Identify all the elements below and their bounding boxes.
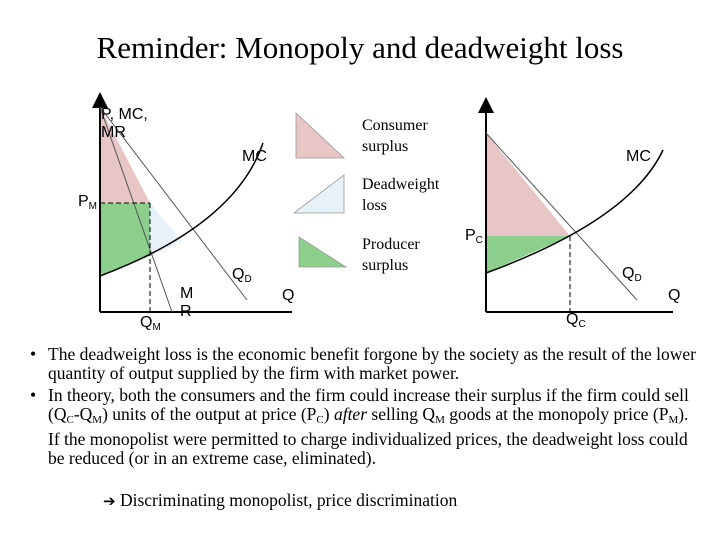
left-qm-label: QM [140, 314, 161, 337]
left-qd-text: Q [232, 266, 245, 283]
left-pm-text: P [78, 193, 89, 210]
right-qd-label: QD [622, 265, 642, 288]
bullet-2-after-emphasis: after [333, 404, 368, 424]
bullet-2-part3: ) units of the output at price (P [102, 404, 317, 424]
legend-producer-surplus-swatch [298, 236, 348, 268]
left-qm-text: Q [140, 314, 153, 331]
legend-consumer-surplus-label: Consumer surplus [362, 117, 428, 155]
left-mr-label: M R [180, 285, 194, 320]
right-qc-subscript: C [578, 319, 586, 330]
left-qd-label: QD [232, 266, 252, 289]
bullet-2-part1: In theory, both the consumers and the fi… [48, 385, 689, 424]
bullet-1-text: The deadweight loss is the economic bene… [48, 344, 696, 383]
right-qc-label: QC [566, 311, 586, 334]
right-qc-text: Q [566, 311, 579, 328]
right-arrow-icon: ➔ [103, 492, 116, 510]
left-consumer-surplus-area [100, 107, 150, 203]
right-consumer-surplus-area [486, 133, 570, 236]
legend-consumer-surplus-swatch [295, 112, 346, 159]
conclusion-text: Discriminating monopolist, price discrim… [115, 490, 458, 510]
right-demand-curve [485, 132, 638, 301]
left-demand-curve [99, 106, 248, 301]
monopoly-diagram [92, 92, 673, 313]
right-pc-text: P [465, 227, 476, 244]
right-pc-label: PC [465, 227, 483, 250]
bullet-2-pm-subscript: M [668, 414, 679, 426]
right-mc-label: MC [626, 148, 651, 165]
bullet-2-part5: selling Q [367, 404, 436, 424]
right-pc-subscript: C [475, 235, 483, 246]
bullet-item: The deadweight loss is the economic bene… [30, 345, 700, 383]
left-y-axis-label: P, MC, MR [101, 106, 148, 141]
left-producer-surplus-area [100, 203, 150, 276]
left-mr-curve [99, 106, 173, 313]
left-pm-subscript: M [88, 201, 98, 212]
bullet-item: In theory, both the consumers and the fi… [30, 386, 700, 468]
bullet-2-part4: ) [323, 404, 334, 424]
left-qm-subscript: M [152, 322, 161, 333]
legend-producer-surplus-label: Producer surplus [362, 236, 420, 274]
bullet-2-pc-subscript: C [316, 414, 324, 426]
conclusion-line: ➔ Discriminating monopolist, price discr… [103, 490, 457, 511]
bullet-2-qm-subscript: M [92, 414, 103, 426]
left-q-axis-label: Q [282, 287, 295, 304]
right-qd-text: Q [622, 265, 635, 282]
left-mc-label: MC [242, 148, 267, 165]
bullet-2-part6: goods at the monopoly price (P [444, 404, 669, 424]
left-deadweight-loss-area [150, 203, 182, 256]
left-qd-subscript: D [244, 274, 252, 285]
legend-deadweight-loss-label: Deadweight loss [362, 176, 440, 214]
right-q-axis-label: Q [668, 287, 681, 304]
right-mc-curve [485, 149, 664, 274]
right-producer-surplus-area [486, 236, 570, 273]
left-pm-label: PM [78, 193, 97, 216]
bullet-list: The deadweight loss is the economic bene… [30, 345, 700, 471]
bullet-2-part7: ). If the monopolist were permitted to c… [48, 404, 689, 468]
bullet-2-part2: -Q [73, 404, 93, 424]
bullet-2-qm-subscript-2: M [435, 414, 445, 426]
bullet-2-qc-subscript: C [66, 414, 74, 426]
right-qd-subscript: D [634, 273, 642, 284]
slide-title: Reminder: Monopoly and deadweight loss [96, 30, 624, 65]
legend-deadweight-loss-swatch [292, 174, 345, 214]
left-mc-curve [99, 142, 264, 277]
